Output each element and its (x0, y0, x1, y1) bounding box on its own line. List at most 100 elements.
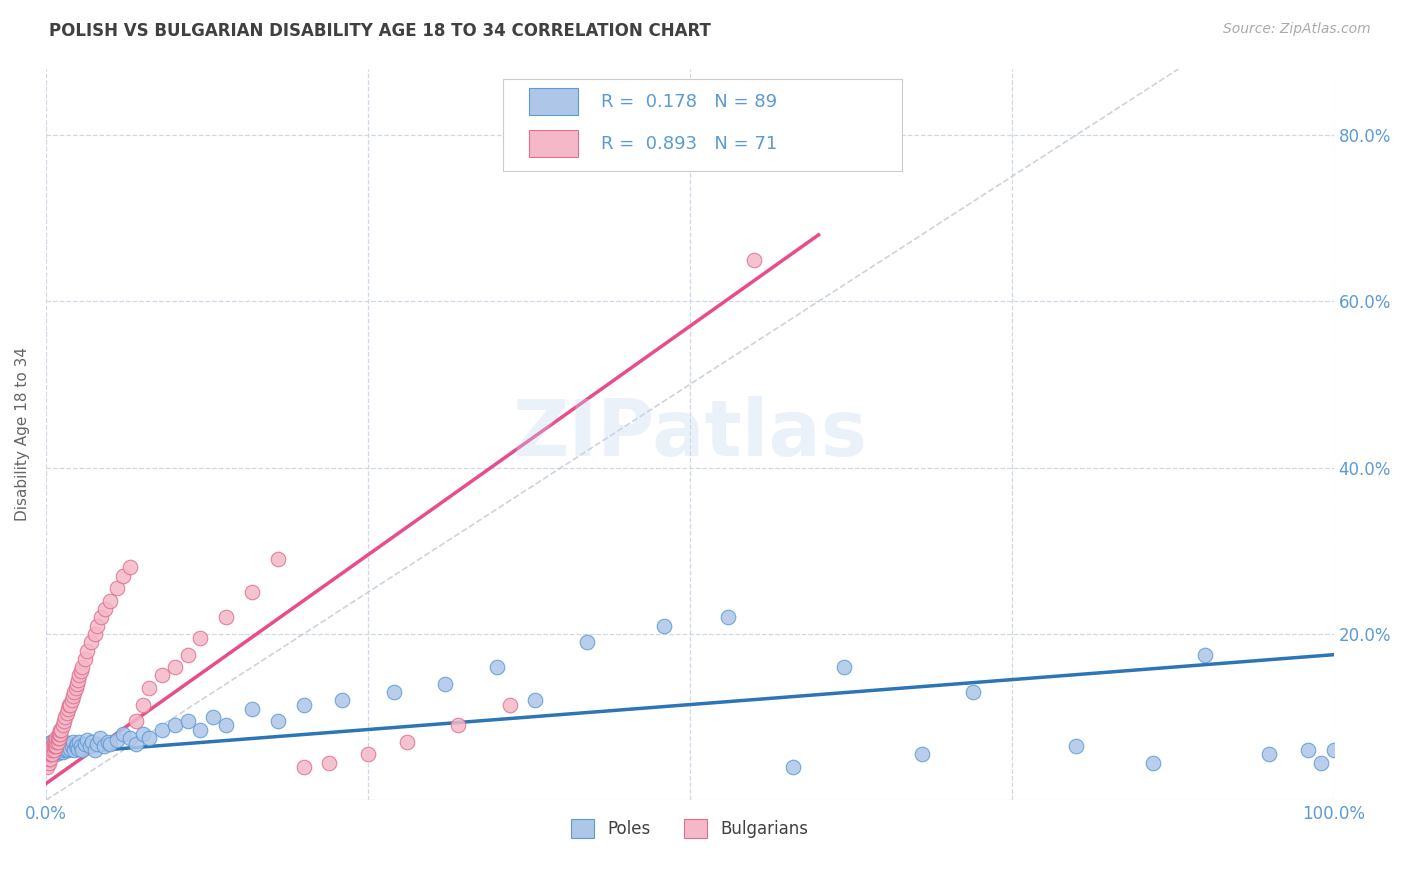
Point (51, 735, 73, 749)
Point (48, 727, 70, 741)
Point (962, 685, 984, 699)
Point (41, 747, 63, 762)
Point (53, 714, 76, 729)
Point (45, 731, 67, 745)
Point (38, 743, 60, 757)
Point (76, 733, 98, 747)
Point (46, 731, 69, 745)
Point (782, 760, 804, 774)
Point (46, 745, 69, 759)
Point (240, 585, 263, 599)
Point (190, 723, 212, 737)
Text: R =  0.178   N = 89: R = 0.178 N = 89 (600, 93, 778, 111)
Point (59, 741, 82, 756)
Point (93, 739, 115, 753)
Point (292, 760, 315, 774)
Point (717, 610, 740, 624)
Point (66, 677, 89, 691)
FancyBboxPatch shape (529, 88, 578, 115)
Point (150, 723, 173, 737)
Point (1323, 743, 1346, 757)
Point (112, 727, 135, 741)
Point (834, 660, 856, 674)
Point (434, 677, 457, 691)
Point (118, 731, 141, 745)
Point (44, 739, 66, 753)
Point (190, 631, 212, 645)
Point (62, 690, 84, 704)
Text: ZIPatlas: ZIPatlas (512, 396, 868, 473)
Point (395, 735, 418, 749)
Point (69, 735, 91, 749)
Point (80, 635, 103, 649)
Point (60, 739, 83, 753)
Point (38, 751, 60, 765)
Point (53, 741, 76, 756)
Point (79, 739, 101, 753)
Point (41, 747, 63, 762)
Point (63, 685, 86, 699)
Point (215, 610, 238, 624)
Point (82, 735, 104, 749)
Text: POLISH VS BULGARIAN DISABILITY AGE 18 TO 34 CORRELATION CHART: POLISH VS BULGARIAN DISABILITY AGE 18 TO… (49, 22, 711, 40)
Point (58, 737, 80, 751)
Point (65, 681, 87, 695)
Point (125, 714, 148, 729)
Point (118, 560, 141, 574)
Point (51, 723, 73, 737)
Point (38, 751, 60, 765)
Point (67, 741, 90, 756)
Point (45, 747, 67, 762)
Point (69, 665, 91, 679)
Point (38, 747, 60, 762)
Point (83, 743, 105, 757)
Point (42, 739, 65, 753)
Point (44, 743, 66, 757)
Point (45, 739, 67, 753)
Point (1258, 747, 1281, 762)
Point (105, 733, 128, 747)
Point (86, 618, 108, 632)
Point (44, 735, 66, 749)
Point (60, 693, 83, 707)
Point (357, 747, 380, 762)
Point (56, 702, 79, 716)
Point (37, 760, 59, 774)
Point (1194, 648, 1216, 662)
Point (53, 710, 76, 724)
Point (112, 568, 135, 582)
Point (163, 718, 186, 732)
Point (1064, 739, 1087, 753)
Point (97, 735, 120, 749)
Point (318, 756, 340, 770)
Point (89, 731, 111, 745)
Point (1142, 756, 1164, 770)
Point (69, 739, 91, 753)
Point (41, 735, 63, 749)
Point (53, 735, 76, 749)
Point (176, 648, 198, 662)
Point (38, 743, 60, 757)
Point (58, 698, 80, 712)
Point (55, 706, 77, 720)
Point (45, 737, 67, 751)
Point (163, 660, 186, 674)
Point (39, 747, 62, 762)
Point (1296, 743, 1319, 757)
Point (49, 727, 72, 741)
Point (131, 698, 153, 712)
Point (69, 668, 91, 682)
Point (292, 698, 315, 712)
Point (42, 739, 65, 753)
Point (46, 735, 69, 749)
Point (42, 743, 65, 757)
Point (94, 602, 117, 616)
Point (267, 552, 290, 566)
Point (910, 747, 932, 762)
Point (38, 747, 60, 762)
Point (382, 685, 405, 699)
Point (240, 702, 263, 716)
Point (42, 743, 65, 757)
Point (51, 741, 73, 756)
Point (48, 739, 70, 753)
